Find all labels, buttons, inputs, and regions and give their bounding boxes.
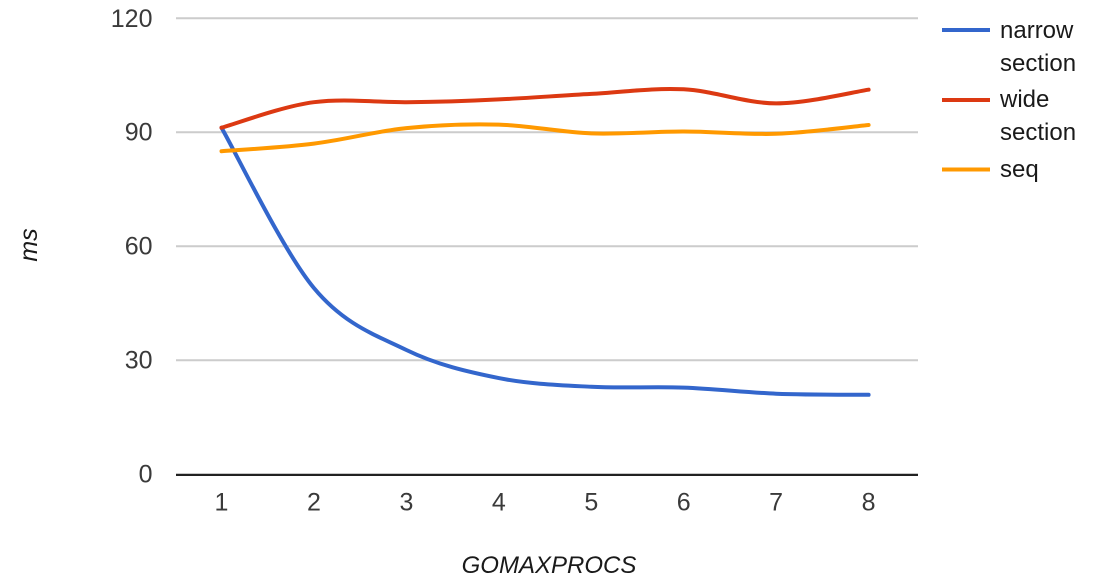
svg-text:5: 5 xyxy=(584,489,598,517)
svg-text:wide: wide xyxy=(999,86,1049,113)
svg-text:8: 8 xyxy=(862,489,876,517)
svg-text:3: 3 xyxy=(399,489,413,517)
svg-text:1: 1 xyxy=(215,489,229,517)
svg-text:0: 0 xyxy=(139,461,153,489)
svg-text:4: 4 xyxy=(492,489,506,517)
svg-text:90: 90 xyxy=(125,119,153,147)
svg-text:30: 30 xyxy=(125,347,153,375)
svg-text:section: section xyxy=(1000,50,1076,77)
svg-text:section: section xyxy=(1000,119,1076,146)
svg-text:120: 120 xyxy=(111,5,153,33)
svg-text:2: 2 xyxy=(307,489,321,517)
svg-text:6: 6 xyxy=(677,489,691,517)
svg-text:seq: seq xyxy=(1000,156,1039,183)
svg-text:GOMAXPROCS: GOMAXPROCS xyxy=(462,552,637,579)
svg-text:7: 7 xyxy=(769,489,783,517)
svg-text:ms: ms xyxy=(15,228,43,261)
svg-text:narrow: narrow xyxy=(1000,17,1074,44)
svg-text:60: 60 xyxy=(125,233,153,261)
